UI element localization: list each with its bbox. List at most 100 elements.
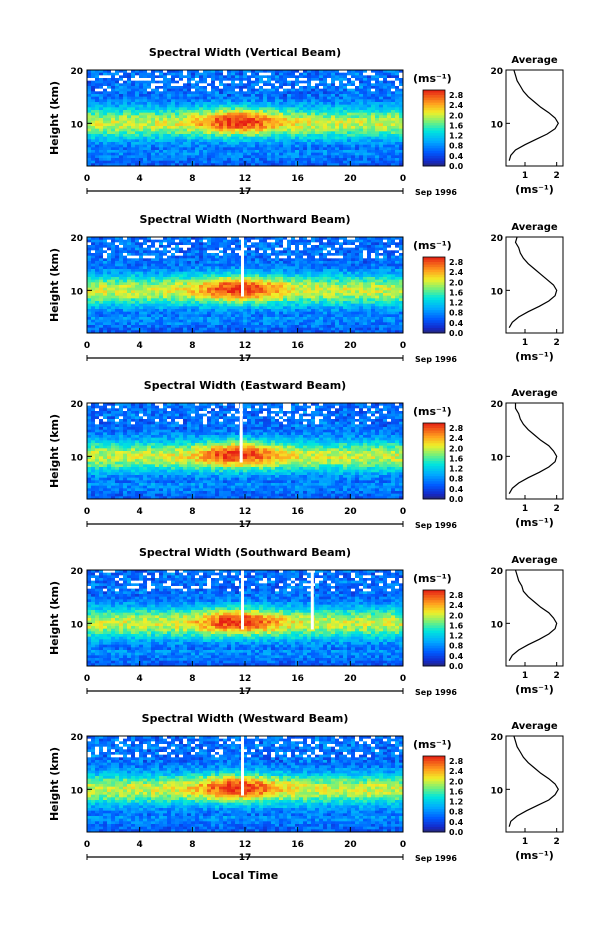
heatmap-cell	[243, 261, 248, 265]
heatmap-cell	[315, 263, 320, 267]
heatmap-cell	[331, 142, 336, 146]
heatmap-cell	[255, 155, 260, 159]
heatmap-cell	[191, 285, 196, 289]
heatmap-cell	[95, 91, 100, 95]
heatmap-cell	[383, 123, 388, 127]
heatmap-cell	[347, 261, 352, 265]
heatmap-cell	[235, 163, 240, 167]
heatmap-cell	[387, 118, 392, 122]
heatmap-cell	[259, 88, 264, 92]
heatmap-cell	[243, 158, 248, 162]
heatmap-cell	[387, 253, 392, 257]
heatmap-cell	[159, 136, 164, 140]
heatmap-cell	[315, 247, 320, 251]
heatmap-cell	[311, 115, 316, 119]
heatmap-cell	[135, 102, 140, 106]
heatmap-cell	[327, 255, 332, 259]
heatmap-cell	[135, 96, 140, 100]
heatmap-cell	[299, 83, 304, 87]
heatmap-cell	[135, 298, 140, 302]
heatmap-cell	[187, 279, 192, 283]
heatmap-cell	[235, 142, 240, 146]
heatmap-cell	[119, 78, 124, 82]
heatmap-cell	[363, 303, 368, 307]
heatmap-cell	[91, 245, 96, 249]
heatmap-cell	[155, 91, 160, 95]
heatmap-cell	[323, 253, 328, 257]
heatmap-cell	[307, 150, 312, 154]
heatmap-cell	[375, 70, 380, 74]
heatmap-cell	[227, 274, 232, 278]
heatmap-cell	[103, 258, 108, 262]
heatmap-cell	[119, 152, 124, 156]
heatmap-cell	[303, 91, 308, 95]
heatmap-cell	[307, 72, 312, 76]
heatmap-cell	[303, 107, 308, 111]
heatmap-cell	[91, 258, 96, 262]
heatmap-cell	[159, 266, 164, 270]
heatmap-cell	[271, 115, 276, 119]
heatmap-cell	[335, 126, 340, 130]
heatmap-cell	[107, 239, 112, 243]
heatmap-cell	[111, 247, 116, 251]
heatmap-cell	[131, 147, 136, 151]
heatmap-cell	[315, 285, 320, 289]
heatmap-cell	[327, 115, 332, 119]
heatmap-cell	[351, 128, 356, 132]
heatmap-cell	[187, 263, 192, 267]
heatmap-cell	[351, 115, 356, 119]
heatmap-cell	[151, 152, 156, 156]
heatmap-cell	[259, 126, 264, 130]
heatmap-cell	[311, 303, 316, 307]
heatmap-cell	[175, 287, 180, 291]
heatmap-cell	[183, 83, 188, 87]
heatmap-cell	[139, 298, 144, 302]
heatmap-cell	[167, 242, 172, 246]
heatmap-cell	[199, 134, 204, 138]
heatmap-cell	[195, 274, 200, 278]
heatmap-cell	[363, 88, 368, 92]
heatmap-cell	[311, 163, 316, 167]
heatmap-cell	[147, 163, 152, 167]
heatmap-cell	[159, 72, 164, 76]
heatmap-cell	[263, 131, 268, 135]
heatmap-cell	[271, 139, 276, 143]
heatmap-cell	[135, 115, 140, 119]
heatmap-cell	[131, 247, 136, 251]
heatmap-cell	[295, 295, 300, 299]
heatmap-cell	[275, 115, 280, 119]
heatmap-cell	[107, 295, 112, 299]
heatmap-cell	[243, 104, 248, 108]
heatmap-cell	[267, 88, 272, 92]
heatmap-cell	[111, 158, 116, 162]
heatmap-cell	[267, 118, 272, 122]
heatmap-cell	[231, 253, 236, 257]
heatmap-cell	[227, 298, 232, 302]
heatmap-cell	[119, 295, 124, 299]
colorbar-tick-label: 2.8	[449, 91, 464, 100]
heatmap-cell	[255, 239, 260, 243]
heatmap-cell	[207, 242, 212, 246]
heatmap-cell	[147, 78, 152, 82]
heatmap-cell	[111, 160, 116, 164]
heatmap-cell	[167, 255, 172, 259]
heatmap-cell	[303, 295, 308, 299]
heatmap-cell	[379, 293, 384, 297]
heatmap-cell	[331, 99, 336, 103]
heatmap-cell	[103, 239, 108, 243]
heatmap-cell	[155, 107, 160, 111]
heatmap-cell	[399, 88, 404, 92]
heatmap-cell	[207, 266, 212, 270]
heatmap-cell	[351, 126, 356, 130]
heatmap-cell	[335, 107, 340, 111]
heatmap-cell	[235, 239, 240, 243]
heatmap-cell	[167, 266, 172, 270]
heatmap-cell	[195, 277, 200, 281]
heatmap-cell	[115, 274, 120, 278]
heatmap-cell	[207, 239, 212, 243]
heatmap-cell	[155, 136, 160, 140]
heatmap-cell	[219, 139, 224, 143]
heatmap-cell	[155, 163, 160, 167]
average-title: Average	[511, 55, 558, 66]
heatmap-cell	[95, 245, 100, 249]
